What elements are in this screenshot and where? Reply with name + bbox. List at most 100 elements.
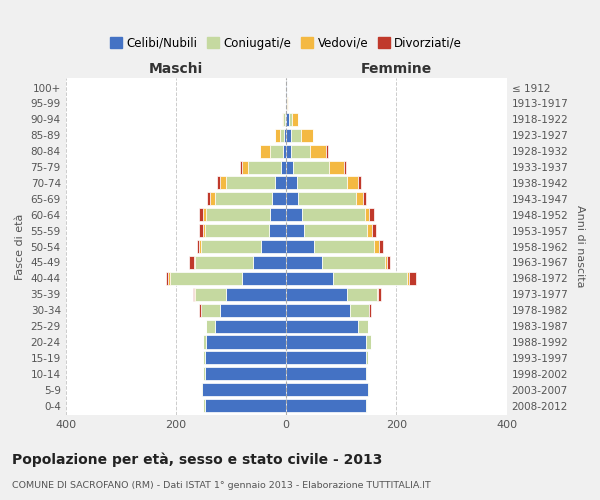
- Bar: [269, 208, 286, 222]
- Bar: [302, 208, 365, 222]
- Bar: [407, 272, 409, 285]
- Bar: [367, 224, 371, 237]
- Bar: [304, 224, 367, 237]
- Bar: [366, 399, 367, 412]
- Y-axis label: Fasce di età: Fasce di età: [15, 214, 25, 280]
- Legend: Celibi/Nubili, Coniugati/e, Vedovi/e, Divorziati/e: Celibi/Nubili, Coniugati/e, Vedovi/e, Di…: [110, 36, 462, 50]
- Bar: [333, 272, 407, 285]
- Bar: [409, 272, 416, 285]
- Bar: [347, 176, 358, 190]
- Bar: [286, 383, 368, 396]
- Bar: [378, 288, 381, 301]
- Bar: [284, 128, 286, 142]
- Bar: [286, 97, 287, 110]
- Bar: [193, 288, 194, 301]
- Bar: [203, 224, 205, 237]
- Bar: [248, 160, 281, 173]
- Bar: [269, 144, 283, 158]
- Bar: [286, 288, 347, 301]
- Bar: [197, 240, 199, 253]
- Bar: [286, 368, 366, 380]
- Bar: [286, 192, 298, 205]
- Bar: [286, 128, 290, 142]
- Bar: [297, 176, 347, 190]
- Bar: [275, 176, 286, 190]
- Text: Femmine: Femmine: [361, 62, 432, 76]
- Bar: [377, 288, 378, 301]
- Bar: [385, 256, 387, 269]
- Bar: [301, 128, 313, 142]
- Bar: [226, 176, 275, 190]
- Bar: [286, 176, 297, 190]
- Bar: [281, 160, 286, 173]
- Bar: [286, 208, 302, 222]
- Bar: [370, 208, 374, 222]
- Bar: [366, 336, 371, 348]
- Bar: [206, 336, 286, 348]
- Bar: [363, 192, 365, 205]
- Bar: [290, 144, 310, 158]
- Y-axis label: Anni di nascita: Anni di nascita: [575, 206, 585, 288]
- Bar: [202, 383, 286, 396]
- Text: Popolazione per età, sesso e stato civile - 2013: Popolazione per età, sesso e stato civil…: [12, 452, 382, 467]
- Bar: [220, 176, 226, 190]
- Bar: [344, 160, 346, 173]
- Bar: [347, 288, 377, 301]
- Bar: [201, 383, 202, 396]
- Bar: [326, 144, 328, 158]
- Bar: [242, 160, 248, 173]
- Bar: [203, 208, 206, 222]
- Bar: [195, 288, 226, 301]
- Bar: [275, 128, 280, 142]
- Bar: [371, 224, 376, 237]
- Bar: [286, 240, 314, 253]
- Bar: [322, 256, 385, 269]
- Bar: [374, 240, 379, 253]
- Bar: [286, 399, 366, 412]
- Bar: [170, 272, 242, 285]
- Bar: [387, 256, 390, 269]
- Bar: [205, 224, 269, 237]
- Bar: [203, 352, 205, 364]
- Bar: [310, 144, 326, 158]
- Bar: [286, 304, 350, 316]
- Bar: [358, 320, 368, 332]
- Bar: [283, 113, 285, 126]
- Bar: [242, 272, 286, 285]
- Bar: [350, 304, 369, 316]
- Bar: [215, 320, 286, 332]
- Bar: [217, 176, 220, 190]
- Bar: [272, 192, 286, 205]
- Bar: [199, 240, 201, 253]
- Text: COMUNE DI SACROFANO (RM) - Dati ISTAT 1° gennaio 2013 - Elaborazione TUTTITALIA.: COMUNE DI SACROFANO (RM) - Dati ISTAT 1°…: [12, 481, 431, 490]
- Bar: [206, 208, 269, 222]
- Bar: [290, 128, 301, 142]
- Bar: [289, 113, 292, 126]
- Bar: [262, 240, 286, 253]
- Bar: [194, 288, 195, 301]
- Bar: [329, 160, 344, 173]
- Bar: [286, 224, 304, 237]
- Bar: [283, 144, 286, 158]
- Bar: [205, 352, 286, 364]
- Bar: [365, 208, 370, 222]
- Bar: [215, 192, 272, 205]
- Bar: [203, 336, 206, 348]
- Bar: [286, 320, 358, 332]
- Text: Maschi: Maschi: [149, 62, 203, 76]
- Bar: [366, 352, 368, 364]
- Bar: [285, 113, 286, 126]
- Bar: [205, 368, 286, 380]
- Bar: [241, 160, 242, 173]
- Bar: [201, 304, 220, 316]
- Bar: [203, 368, 205, 380]
- Bar: [269, 224, 286, 237]
- Bar: [189, 256, 194, 269]
- Bar: [260, 144, 269, 158]
- Bar: [194, 256, 195, 269]
- Bar: [286, 160, 293, 173]
- Bar: [292, 113, 298, 126]
- Bar: [167, 272, 170, 285]
- Bar: [379, 240, 383, 253]
- Bar: [286, 113, 289, 126]
